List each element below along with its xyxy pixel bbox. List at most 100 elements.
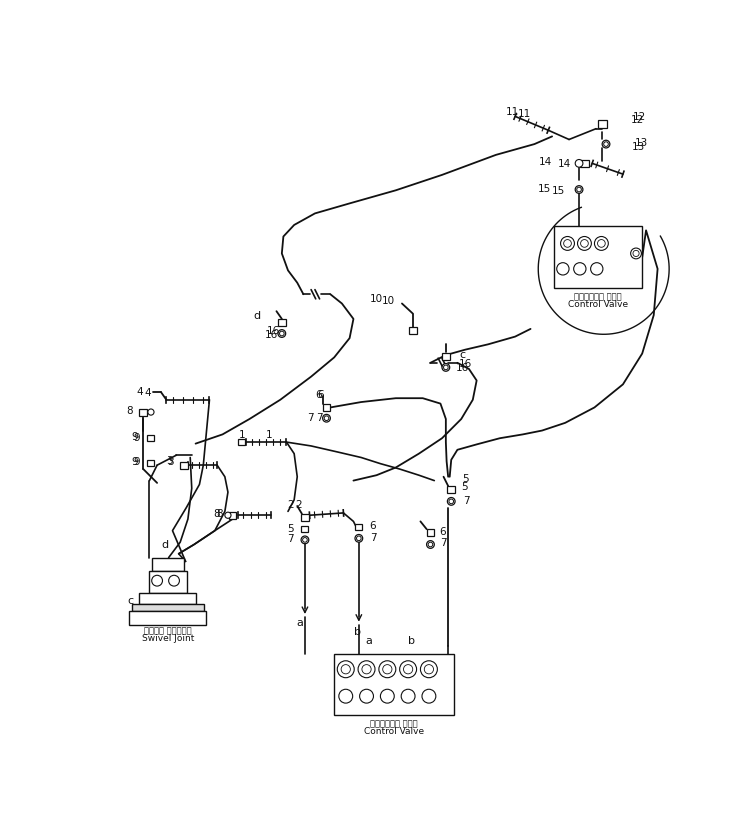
Circle shape — [358, 661, 375, 678]
Circle shape — [447, 498, 455, 506]
Text: 1: 1 — [239, 429, 246, 439]
Text: スイベル ジョイント: スイベル ジョイント — [144, 625, 192, 635]
Text: 7: 7 — [369, 533, 376, 543]
Text: 5: 5 — [288, 523, 294, 533]
Text: 10: 10 — [382, 295, 395, 305]
Bar — [301, 514, 309, 522]
Bar — [598, 121, 607, 129]
Circle shape — [225, 512, 231, 518]
Circle shape — [324, 416, 329, 421]
Text: 16: 16 — [265, 329, 278, 339]
Circle shape — [362, 665, 372, 674]
Text: Control Valve: Control Valve — [568, 299, 628, 308]
Circle shape — [633, 251, 639, 257]
Circle shape — [339, 690, 353, 703]
Circle shape — [148, 410, 154, 415]
Circle shape — [424, 665, 434, 674]
Text: 14: 14 — [539, 157, 552, 167]
Text: 13: 13 — [634, 138, 648, 148]
Bar — [427, 530, 434, 537]
Text: 7: 7 — [317, 412, 323, 422]
Bar — [132, 604, 204, 612]
Text: 8: 8 — [126, 405, 133, 415]
Text: 15: 15 — [552, 186, 565, 196]
Text: a: a — [296, 617, 303, 627]
Text: 5: 5 — [462, 474, 469, 484]
Circle shape — [449, 499, 454, 504]
Bar — [301, 527, 309, 533]
Circle shape — [420, 661, 437, 678]
Text: c: c — [128, 595, 134, 605]
Text: 12: 12 — [633, 112, 646, 122]
Circle shape — [279, 332, 284, 336]
Text: a: a — [366, 635, 372, 645]
Bar — [442, 354, 449, 360]
Bar — [129, 612, 206, 625]
Bar — [238, 440, 245, 446]
Text: b: b — [354, 626, 361, 636]
Circle shape — [357, 537, 361, 541]
Bar — [409, 328, 416, 334]
Circle shape — [580, 240, 588, 248]
Circle shape — [383, 665, 392, 674]
Text: 7: 7 — [440, 538, 446, 548]
Bar — [228, 512, 237, 519]
Circle shape — [591, 263, 603, 276]
Bar — [139, 409, 147, 416]
Circle shape — [595, 237, 608, 251]
Text: 6: 6 — [369, 521, 376, 531]
Circle shape — [380, 690, 394, 703]
Text: 15: 15 — [538, 184, 551, 194]
Circle shape — [575, 186, 583, 194]
Text: 7: 7 — [307, 413, 313, 423]
Bar — [447, 487, 455, 494]
Bar — [580, 161, 589, 168]
Text: 11: 11 — [506, 107, 519, 117]
Bar — [148, 461, 154, 466]
Circle shape — [602, 141, 610, 149]
Circle shape — [428, 543, 433, 547]
Text: 14: 14 — [557, 158, 571, 168]
Text: 5: 5 — [461, 482, 468, 492]
Bar — [334, 654, 454, 716]
Circle shape — [278, 330, 285, 338]
Text: b: b — [407, 635, 415, 645]
Bar — [355, 524, 363, 530]
Text: 16: 16 — [459, 359, 472, 369]
Bar — [139, 594, 196, 604]
Bar — [181, 462, 188, 469]
Circle shape — [422, 690, 436, 703]
Text: 4: 4 — [136, 386, 143, 396]
Text: 1: 1 — [265, 429, 272, 439]
Text: 2: 2 — [296, 499, 303, 509]
Circle shape — [427, 541, 434, 548]
Circle shape — [443, 365, 448, 370]
Text: 11: 11 — [518, 109, 531, 119]
Text: 9: 9 — [131, 456, 138, 466]
Circle shape — [631, 249, 641, 259]
Text: Swivel Joint: Swivel Joint — [142, 634, 194, 642]
Text: Control Valve: Control Valve — [364, 726, 424, 736]
Circle shape — [564, 240, 571, 248]
Text: 6: 6 — [318, 389, 324, 399]
Text: 2: 2 — [287, 500, 294, 510]
Text: 7: 7 — [287, 533, 294, 543]
Circle shape — [604, 143, 608, 147]
Circle shape — [557, 263, 569, 276]
Circle shape — [577, 237, 592, 251]
Text: d: d — [254, 311, 261, 321]
Text: 6: 6 — [440, 526, 446, 536]
Bar — [278, 320, 286, 327]
Circle shape — [379, 661, 395, 678]
Bar — [152, 558, 184, 572]
Circle shape — [169, 576, 180, 586]
Text: 16: 16 — [267, 326, 279, 336]
Circle shape — [560, 237, 574, 251]
Circle shape — [303, 538, 307, 543]
Bar — [148, 572, 187, 594]
Circle shape — [152, 576, 163, 586]
Circle shape — [577, 188, 581, 192]
Text: 7: 7 — [464, 495, 470, 505]
Text: c: c — [459, 349, 465, 359]
Text: 8: 8 — [216, 508, 222, 518]
